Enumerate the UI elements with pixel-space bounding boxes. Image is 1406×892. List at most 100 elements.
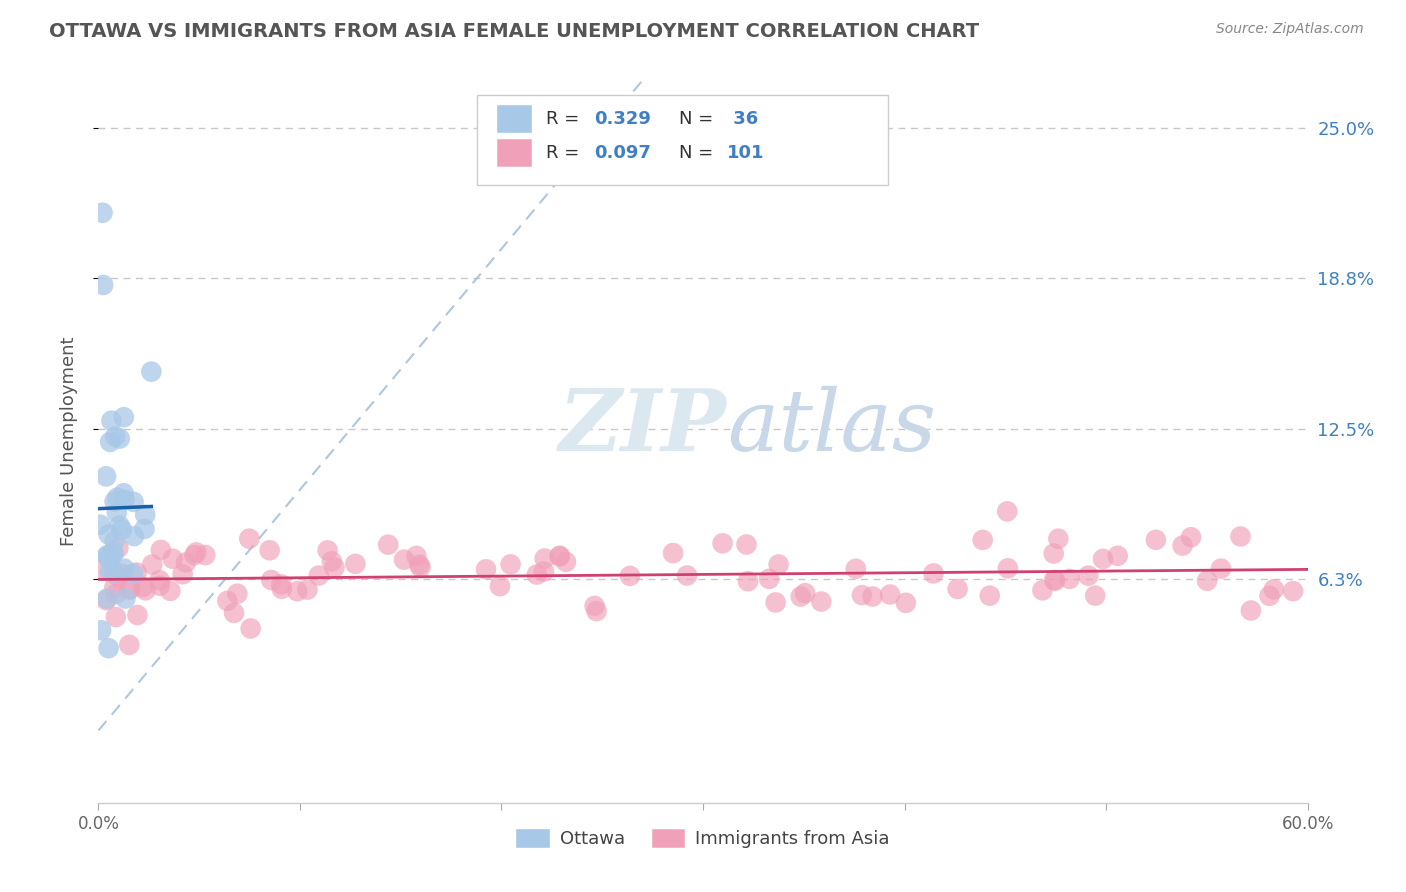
Point xyxy=(619,569,641,583)
Point xyxy=(862,590,884,604)
Point xyxy=(97,641,120,656)
Point xyxy=(405,549,427,563)
Point xyxy=(1043,574,1066,588)
Point xyxy=(1282,584,1305,599)
Point xyxy=(321,554,343,568)
FancyBboxPatch shape xyxy=(477,95,889,185)
Point xyxy=(98,434,121,449)
Text: 0.097: 0.097 xyxy=(595,144,651,161)
Point xyxy=(110,566,132,581)
Point xyxy=(108,518,131,533)
Point xyxy=(758,572,780,586)
Text: OTTAWA VS IMMIGRANTS FROM ASIA FEMALE UNEMPLOYMENT CORRELATION CHART: OTTAWA VS IMMIGRANTS FROM ASIA FEMALE UN… xyxy=(49,22,980,41)
Point xyxy=(737,574,759,589)
Point xyxy=(1263,582,1285,597)
Point xyxy=(96,591,118,606)
Point xyxy=(112,410,135,425)
Point xyxy=(120,582,142,596)
Point xyxy=(1092,552,1115,566)
Y-axis label: Female Unemployment: Female Unemployment xyxy=(59,337,77,546)
Point xyxy=(103,546,125,560)
Point xyxy=(711,536,734,550)
Point xyxy=(105,491,128,505)
Point xyxy=(114,492,136,507)
Point xyxy=(132,580,155,594)
Point xyxy=(111,523,134,537)
Point xyxy=(879,588,901,602)
Point xyxy=(316,543,339,558)
Point xyxy=(100,414,122,428)
Text: R =: R = xyxy=(546,144,585,161)
Point xyxy=(377,538,399,552)
Point xyxy=(489,579,512,593)
Text: 0.329: 0.329 xyxy=(595,110,651,128)
Point xyxy=(499,558,522,572)
Point xyxy=(810,594,832,608)
Text: ZIP: ZIP xyxy=(560,385,727,469)
Point xyxy=(226,587,249,601)
Point xyxy=(103,581,125,595)
Point xyxy=(174,556,197,570)
Point xyxy=(122,566,145,581)
Point xyxy=(186,545,208,559)
Text: N =: N = xyxy=(679,144,718,161)
Point xyxy=(270,582,292,596)
Point xyxy=(194,548,217,562)
Point xyxy=(946,582,969,596)
Point xyxy=(1240,603,1263,617)
Point xyxy=(297,582,319,597)
Point xyxy=(162,551,184,566)
Point xyxy=(96,548,118,562)
Point xyxy=(107,570,129,584)
Point xyxy=(270,577,292,591)
Text: R =: R = xyxy=(546,110,585,128)
Point xyxy=(922,566,945,581)
Point xyxy=(239,622,262,636)
Point xyxy=(103,494,125,508)
Point xyxy=(676,568,699,582)
Point xyxy=(141,558,163,572)
Point xyxy=(90,624,112,638)
Text: atlas: atlas xyxy=(727,385,936,468)
Point xyxy=(979,589,1001,603)
Point xyxy=(118,638,141,652)
Point xyxy=(259,543,281,558)
Point xyxy=(845,562,868,576)
Point xyxy=(765,595,787,609)
Point xyxy=(118,582,141,597)
Text: Source: ZipAtlas.com: Source: ZipAtlas.com xyxy=(1216,22,1364,37)
Point xyxy=(125,566,148,580)
Point xyxy=(104,429,127,443)
Point xyxy=(475,562,498,576)
Point xyxy=(122,495,145,509)
Point xyxy=(1258,589,1281,603)
Point xyxy=(851,588,873,602)
Point xyxy=(526,567,548,582)
Point xyxy=(105,505,128,519)
Point xyxy=(548,549,571,564)
Point xyxy=(392,552,415,566)
Point xyxy=(662,546,685,560)
Point xyxy=(1077,568,1099,582)
Point xyxy=(91,562,114,576)
Point xyxy=(789,590,811,604)
Point xyxy=(1197,574,1219,588)
Point xyxy=(183,548,205,562)
Legend: Ottawa, Immigrants from Asia: Ottawa, Immigrants from Asia xyxy=(509,822,897,855)
Point xyxy=(238,532,260,546)
Point xyxy=(134,508,156,522)
Point xyxy=(735,537,758,551)
Point xyxy=(134,522,156,536)
Point xyxy=(1042,547,1064,561)
Point xyxy=(548,549,571,563)
Point xyxy=(1031,583,1053,598)
Point xyxy=(1059,572,1081,586)
Point xyxy=(149,579,172,593)
Point xyxy=(134,583,156,598)
Point xyxy=(159,583,181,598)
Point xyxy=(112,486,135,500)
Point xyxy=(555,555,578,569)
Point xyxy=(583,599,606,613)
Point xyxy=(408,558,430,572)
Point xyxy=(103,534,125,549)
